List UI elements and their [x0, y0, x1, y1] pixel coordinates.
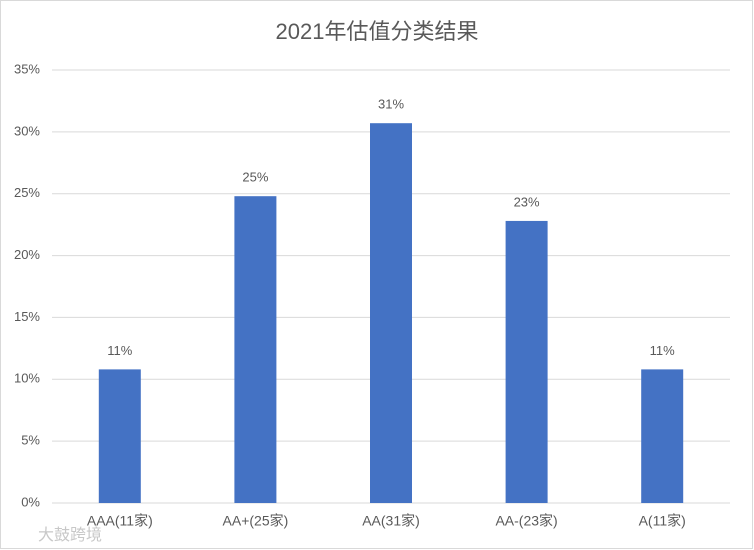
x-tick-label: AAA(11家)	[87, 513, 153, 529]
watermark: 大鼓跨境	[38, 525, 102, 544]
bar	[641, 369, 684, 503]
y-tick-label: 35%	[14, 61, 40, 76]
y-tick-label: 15%	[14, 309, 40, 324]
y-tick-label: 20%	[14, 247, 40, 262]
y-tick-label: 30%	[14, 123, 40, 138]
x-tick-label: AA+(25家)	[223, 513, 289, 529]
bar	[234, 196, 277, 503]
value-label: 11%	[107, 343, 132, 358]
x-tick-label: A(11家)	[639, 513, 686, 529]
bar	[370, 123, 412, 503]
value-label: 23%	[514, 194, 540, 209]
value-label: 31%	[378, 97, 404, 112]
y-tick-label: 0%	[21, 494, 40, 509]
bar	[98, 369, 141, 503]
x-tick-label: AA-(23家)	[495, 513, 557, 529]
chart-title: 2021年估值分类结果	[276, 19, 479, 44]
y-tick-label: 25%	[14, 185, 40, 200]
value-label: 11%	[650, 343, 675, 358]
x-tick-label: AA(31家)	[362, 513, 420, 529]
value-label: 25%	[242, 170, 268, 185]
y-tick-label: 5%	[21, 433, 40, 448]
y-tick-label: 10%	[14, 371, 40, 386]
bar	[505, 220, 548, 503]
